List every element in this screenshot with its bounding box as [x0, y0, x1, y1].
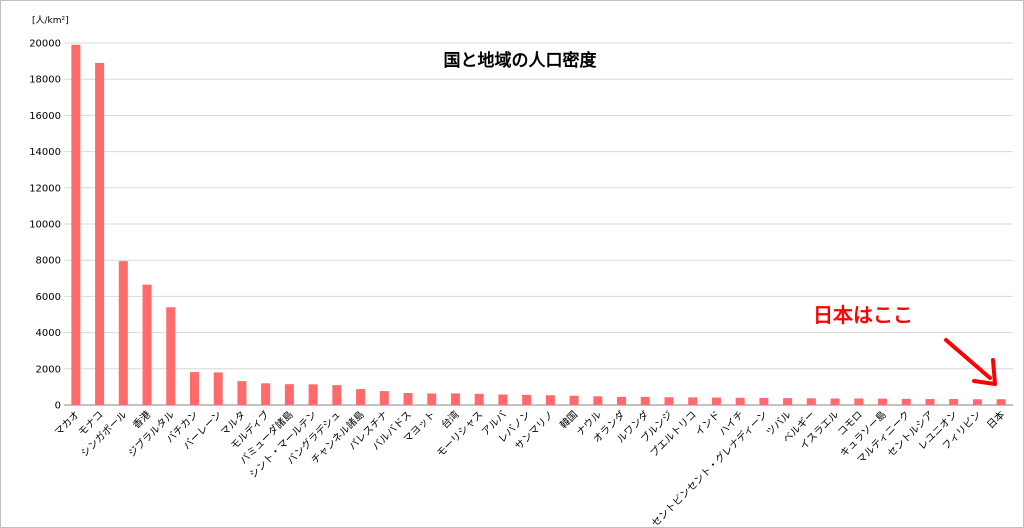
bar — [308, 384, 318, 405]
x-category-label: マカオ — [52, 409, 82, 439]
bar — [403, 393, 413, 405]
bar — [640, 396, 650, 405]
arrow-head — [972, 358, 997, 386]
bar — [284, 384, 294, 405]
bar — [854, 398, 864, 405]
bar — [806, 398, 816, 405]
x-category-label: 日本 — [984, 408, 1007, 431]
bars — [71, 44, 1006, 406]
y-tick-label: 16000 — [29, 111, 61, 122]
arrow-shaft — [944, 338, 992, 380]
bar — [996, 399, 1006, 405]
bar — [261, 383, 271, 405]
bar — [332, 385, 342, 405]
bar — [379, 391, 389, 405]
bar — [759, 397, 769, 405]
bar — [474, 393, 484, 405]
bar — [166, 307, 176, 405]
gridlines — [64, 42, 1013, 370]
bar — [949, 399, 959, 405]
annotation-text: 日本はここ — [813, 303, 913, 327]
bar — [711, 397, 721, 405]
bar — [498, 394, 508, 405]
bar — [118, 261, 128, 405]
bar — [142, 284, 152, 405]
bar — [830, 398, 840, 405]
bar — [450, 393, 460, 405]
bar — [925, 399, 935, 405]
y-tick-label: 12000 — [29, 183, 61, 194]
y-tick-label: 8000 — [36, 256, 61, 267]
bar — [427, 393, 437, 405]
y-tick-label: 4000 — [36, 328, 61, 339]
bar — [95, 62, 105, 405]
bar — [569, 395, 579, 405]
bar — [545, 395, 555, 405]
y-tick-label: 10000 — [29, 220, 61, 231]
bar — [356, 389, 366, 405]
bar — [688, 397, 698, 405]
y-tick-label: 14000 — [29, 147, 61, 158]
bar — [972, 399, 982, 405]
bar — [71, 44, 81, 406]
bar — [617, 396, 627, 405]
annotation-arrow — [944, 338, 997, 386]
bar — [878, 398, 888, 405]
y-tick-label: 20000 — [29, 39, 61, 50]
y-tick-label: 0 — [55, 401, 61, 412]
y-tick-label: 2000 — [36, 364, 61, 375]
x-category-label: インド — [694, 409, 723, 438]
bar — [593, 396, 603, 405]
bar — [522, 394, 532, 405]
y-tick-label: 6000 — [36, 292, 61, 303]
bar — [735, 397, 745, 405]
bar — [189, 372, 199, 405]
y-axis-unit-label: [人/km²] — [32, 15, 69, 26]
y-tick-label: 18000 — [29, 75, 61, 86]
y-axis-ticks: 0 2000 4000 6000 8000 10000 12000 14000 16000 180… — [29, 39, 61, 412]
bar — [237, 381, 247, 405]
bar — [901, 398, 911, 405]
bar — [664, 397, 674, 405]
bar — [213, 372, 223, 405]
bar — [783, 398, 793, 405]
chart-title: 国と地域の人口密度 — [444, 50, 598, 71]
